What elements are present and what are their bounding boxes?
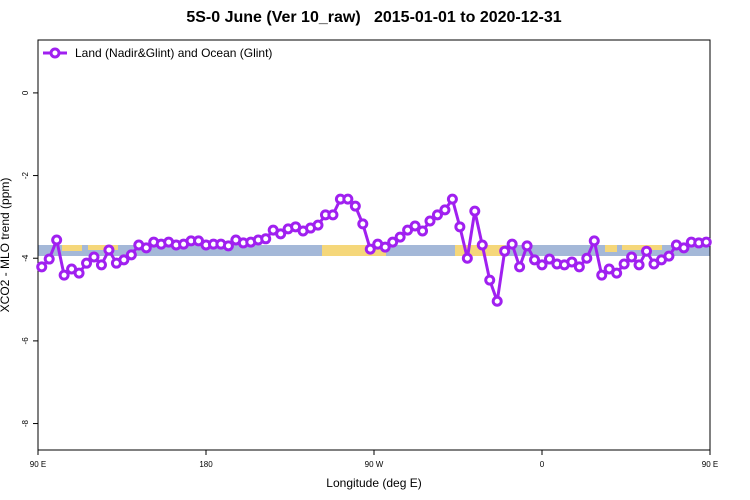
- y-tick-label: -4: [21, 254, 30, 262]
- data-point: [663, 250, 675, 262]
- data-point: [95, 259, 107, 271]
- data-point: [514, 261, 526, 273]
- data-point: [596, 269, 608, 281]
- land-patch: [605, 245, 617, 252]
- x-tick-label: 90 W: [365, 460, 384, 469]
- data-point: [454, 221, 466, 233]
- data-point: [394, 231, 406, 243]
- data-point: [357, 218, 369, 230]
- y-tick-label: -6: [21, 337, 30, 345]
- data-point: [88, 251, 100, 263]
- data-point: [633, 259, 645, 271]
- data-point: [140, 242, 152, 254]
- data-point: [417, 225, 429, 237]
- data-point: [529, 254, 541, 266]
- data-point: [58, 269, 70, 281]
- data-point: [469, 205, 481, 217]
- data-point: [626, 251, 638, 263]
- data-point: [81, 257, 93, 269]
- data-point: [260, 233, 272, 245]
- data-point: [364, 243, 376, 255]
- data-point: [51, 234, 63, 246]
- x-axis-label: Longitude (deg E): [326, 476, 421, 490]
- land-patch: [455, 245, 505, 256]
- data-point: [446, 193, 458, 205]
- data-point: [439, 204, 451, 216]
- data-point: [312, 219, 324, 231]
- land-patch: [88, 245, 118, 250]
- legend-label: Land (Nadir&Glint) and Ocean (Glint): [75, 46, 272, 60]
- data-point: [275, 228, 287, 240]
- data-point: [499, 245, 511, 257]
- data-point: [506, 238, 518, 250]
- x-tick-label: 90 E: [702, 460, 718, 469]
- data-point: [379, 241, 391, 253]
- data-point: [73, 267, 85, 279]
- data-point: [409, 220, 421, 232]
- data-point: [491, 295, 503, 307]
- data-point: [536, 259, 548, 271]
- data-point: [43, 253, 55, 265]
- data-point: [387, 236, 399, 248]
- data-point: [476, 239, 488, 251]
- legend-marker: [49, 47, 61, 59]
- data-point: [543, 253, 555, 265]
- data-point: [566, 256, 578, 268]
- y-tick-label: -8: [21, 419, 30, 427]
- data-point: [700, 236, 712, 248]
- land-patch: [322, 245, 386, 256]
- data-point: [118, 254, 130, 266]
- land-patch: [62, 245, 82, 251]
- y-tick-label: 0: [21, 90, 30, 95]
- data-point: [424, 215, 436, 227]
- data-point: [349, 200, 361, 212]
- x-tick-label: 180: [199, 460, 213, 469]
- data-point: [678, 242, 690, 254]
- land-patch: [622, 245, 662, 250]
- data-point: [103, 244, 115, 256]
- data-point: [641, 245, 653, 257]
- data-point: [36, 261, 48, 273]
- x-tick-label: 0: [540, 460, 545, 469]
- data-point: [521, 240, 533, 252]
- data-point: [327, 209, 339, 221]
- chart-title: 5S-0 June (Ver 10_raw) 2015-01-01 to 202…: [186, 9, 561, 26]
- data-point: [484, 274, 496, 286]
- y-axis-label: XCO2 - MLO trend (ppm): [0, 178, 12, 313]
- data-point: [461, 252, 473, 264]
- data-point: [573, 261, 585, 273]
- x-tick-label: 90 E: [30, 460, 46, 469]
- data-point: [431, 209, 443, 221]
- data-point: [581, 252, 593, 264]
- data-point: [618, 258, 630, 270]
- data-point: [611, 267, 623, 279]
- data-point: [342, 193, 354, 205]
- data-point: [222, 240, 234, 252]
- data-point: [125, 249, 137, 261]
- y-tick-label: -2: [21, 171, 30, 179]
- data-point: [588, 235, 600, 247]
